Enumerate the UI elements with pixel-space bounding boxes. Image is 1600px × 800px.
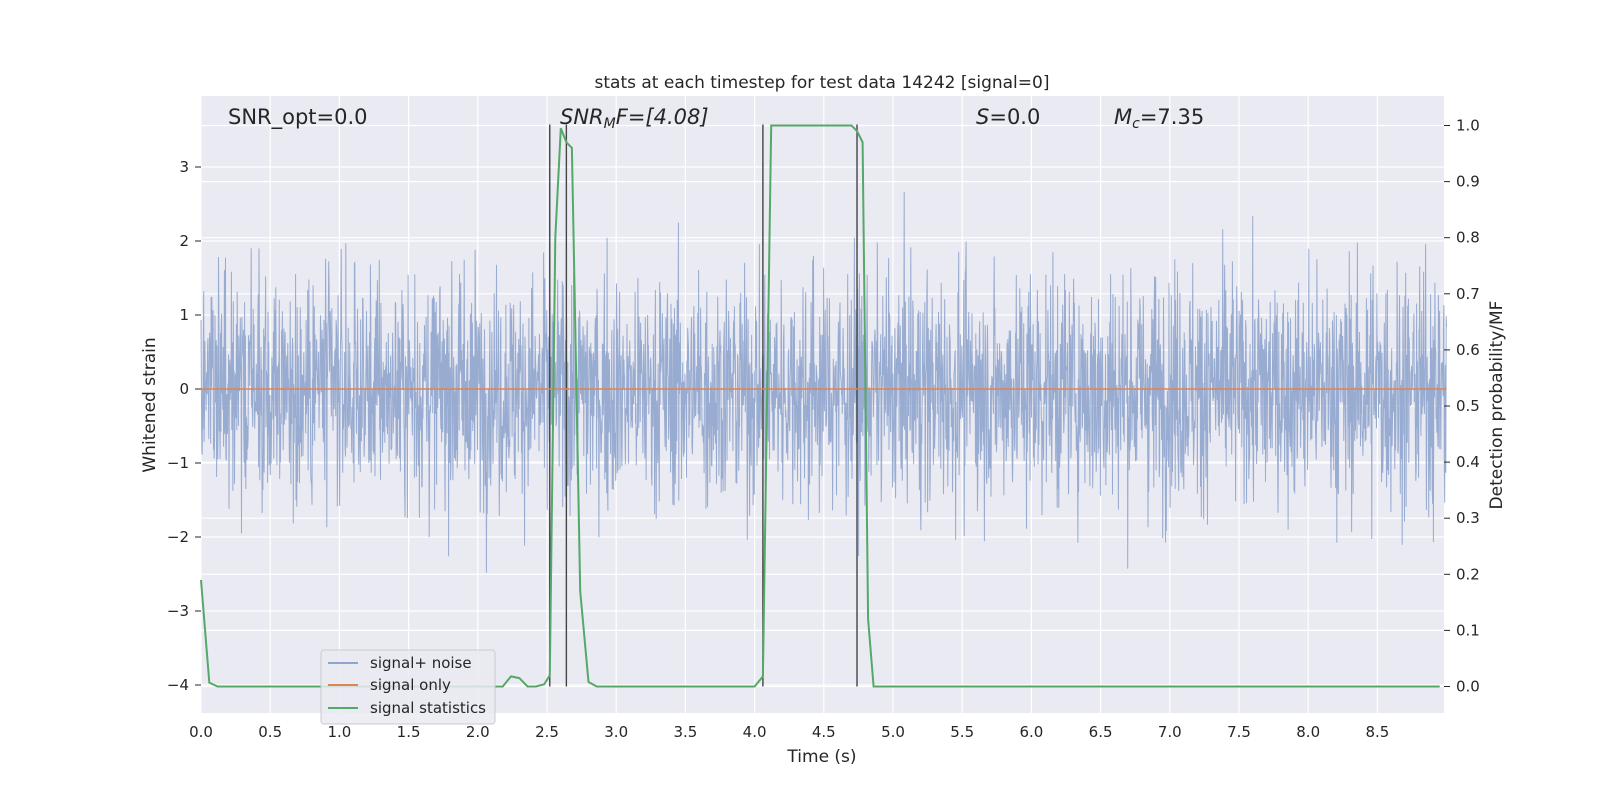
series-signal-plus-noise [200, 191, 1448, 573]
annotation-snr-opt: SNR_opt=0.0 [228, 105, 368, 130]
y2-tick-label: 0.2 [1456, 565, 1480, 583]
x-tick-label: 3.0 [604, 723, 628, 741]
x-tick-label: 8.0 [1296, 723, 1320, 741]
y-tick-label: −3 [167, 602, 189, 620]
annotation-mc: Mc=7.35 [1114, 105, 1204, 132]
x-tick-label: 4.5 [812, 723, 836, 741]
legend-label-signal-plus-noise: signal+ noise [370, 654, 472, 672]
legend-label-signal-statistics: signal statistics [370, 699, 486, 717]
x-tick-label: 1.5 [397, 723, 421, 741]
y-tick-labels: 3 2 1 0 −1 −2 −3 −4 [167, 158, 201, 694]
x-tick-label: 6.0 [1019, 723, 1043, 741]
y2-tick-label: 0.7 [1456, 285, 1480, 303]
x-tick-label: 1.0 [327, 723, 351, 741]
x-tick-label: 2.5 [535, 723, 559, 741]
y2-tick-label: 0.8 [1456, 229, 1480, 247]
x-axis-label: Time (s) [786, 747, 856, 767]
vertical-markers [549, 124, 858, 687]
chart-title: stats at each timestep for test data 142… [595, 73, 1050, 93]
x-tick-label: 0.0 [189, 723, 213, 741]
y2-tick-label: 0.5 [1456, 397, 1480, 415]
legend-label-signal-only: signal only [370, 676, 451, 694]
y2-tick-label: 0.0 [1456, 678, 1480, 696]
y-tick-label: 0 [179, 380, 189, 398]
y2-tick-label: 0.6 [1456, 341, 1480, 359]
x-tick-label: 3.5 [673, 723, 697, 741]
annotation-snr-mf: SNRMF=[4.08] [560, 105, 709, 132]
y2-tick-label: 1.0 [1456, 117, 1480, 135]
legend-box [320, 649, 496, 725]
y-tick-label: 1 [179, 306, 189, 324]
y-tick-label: 2 [179, 232, 189, 250]
y2-tick-label: 0.9 [1456, 173, 1480, 191]
x-tick-label: 5.5 [950, 723, 974, 741]
y-tick-label: −4 [167, 676, 189, 694]
y-tick-label: −1 [167, 454, 189, 472]
x-tick-label: 6.5 [1089, 723, 1113, 741]
y2-tick-label: 0.1 [1456, 621, 1480, 639]
signal-plus-noise-line [200, 191, 1448, 573]
annotation-s: S=0.0 [976, 105, 1040, 129]
y-tick-label: −2 [167, 528, 189, 546]
y2-tick-label: 0.4 [1456, 453, 1480, 471]
x-tick-label: 2.0 [466, 723, 490, 741]
x-tick-label: 7.5 [1227, 723, 1251, 741]
y2-tick-labels: 1.0 0.9 0.8 0.7 0.6 0.5 0.4 0.3 0.2 0.1 0.0 [1444, 117, 1480, 696]
x-tick-label: 5.0 [881, 723, 905, 741]
y-axis-label: Whitened strain [140, 337, 160, 472]
legend: signal+ noise signal only signal statist… [320, 649, 496, 725]
x-tick-label: 8.5 [1365, 723, 1389, 741]
x-tick-label: 7.0 [1158, 723, 1182, 741]
x-tick-label: 0.5 [258, 723, 282, 741]
y2-tick-label: 0.3 [1456, 509, 1480, 527]
y2-axis-label: Detection probability/MF [1487, 301, 1507, 510]
x-tick-labels: 0.0 0.5 1.0 1.5 2.0 2.5 3.0 3.5 4.0 4.5 5.0 5.5 6.0 6… [189, 723, 1389, 741]
x-tick-label: 4.0 [743, 723, 767, 741]
y-tick-label: 3 [179, 158, 189, 176]
